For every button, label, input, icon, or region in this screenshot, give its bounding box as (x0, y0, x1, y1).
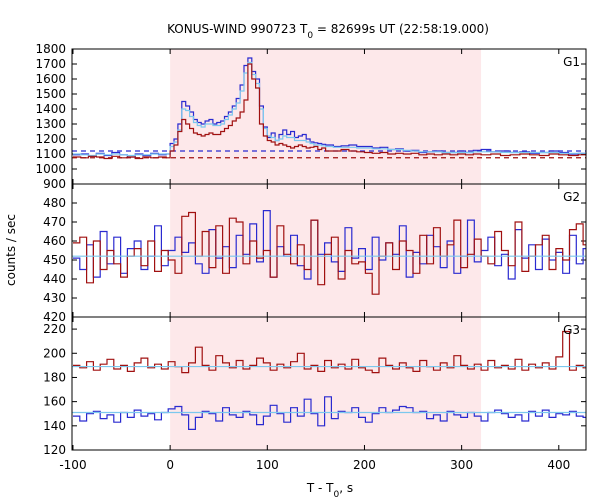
x-tick-label: 100 (256, 458, 279, 472)
panel-g3-ytick-label: 180 (43, 370, 66, 384)
panel-g3-ytick-label: 160 (43, 395, 66, 409)
x-axis-label-prefix: T - T (306, 481, 334, 495)
x-axis-label-sub: 0 (334, 490, 340, 500)
panel-g1-series-blue (73, 57, 587, 158)
x-axis-label-suffix: , s (339, 481, 353, 495)
panel-g1-ytick-label: 1700 (35, 57, 66, 71)
panel-g2-ytick-label: 480 (43, 196, 66, 210)
panel-g2-ytick-label: 420 (43, 310, 66, 324)
panel-g3-ytick-label: 220 (43, 322, 66, 336)
panel-g1-ytick-label: 900 (43, 177, 66, 191)
panel-g3-ytick-label: 120 (43, 443, 66, 457)
chart-title-suffix: = 82699s UT (22:58:19.000) (313, 22, 489, 36)
panel-g3-series-red (73, 330, 586, 374)
panel-g1-ytick-label: 1000 (35, 162, 66, 176)
panel-g1-label: G1 (563, 55, 580, 69)
x-tick-label: 200 (353, 458, 376, 472)
panel-g3-frame (71, 316, 587, 451)
panel-g1-ytick-label: 1300 (35, 117, 66, 131)
y-axis-label: counts / sec (4, 214, 18, 286)
panel-g1-ytick-label: 1500 (35, 87, 66, 101)
x-tick-label: -100 (59, 458, 86, 472)
plot-panels: 900100011001200130014001500160017001800G… (35, 42, 587, 472)
panel-g2-shaded-interval (170, 184, 482, 317)
panel-g2-ytick-label: 440 (43, 272, 66, 286)
chart-title-prefix: KONUS-WIND 990723 T (167, 22, 308, 36)
panel-g3-ytick-label: 200 (43, 346, 66, 360)
panel-g2-series-red (73, 211, 586, 295)
panel-g1-ytick-label: 1100 (35, 147, 66, 161)
panel-g2-ytick-label: 460 (43, 234, 66, 248)
panel-g3-shaded-interval (170, 317, 482, 450)
panel-g1-ytick-label: 1200 (35, 132, 66, 146)
panel-g1-series-light_blue (73, 61, 586, 157)
chart-title-sub: 0 (307, 31, 313, 41)
panel-g1-series-red (73, 63, 587, 160)
x-tick-label: 400 (547, 458, 570, 472)
panel-g2-ytick-label: 450 (43, 253, 66, 267)
panel-g3-label: G3 (563, 323, 580, 337)
panel-g1-shaded-interval (170, 49, 482, 184)
panel-g2-ytick-label: 470 (43, 215, 66, 229)
panel-g3-ytick-label: 140 (43, 419, 66, 433)
x-tick-label: 0 (166, 458, 174, 472)
panel-g1-ytick-label: 1600 (35, 72, 66, 86)
chart-title: KONUS-WIND 990723 T0 = 82699s UT (22:58:… (167, 22, 489, 41)
panel-g1-ytick-label: 1800 (35, 42, 66, 56)
x-axis-label: T - T0, s (306, 481, 353, 500)
panel-g1-ytick-label: 1400 (35, 102, 66, 116)
x-tick-label: 300 (450, 458, 473, 472)
panel-g2-label: G2 (563, 190, 580, 204)
panel-g2-ytick-label: 430 (43, 291, 66, 305)
